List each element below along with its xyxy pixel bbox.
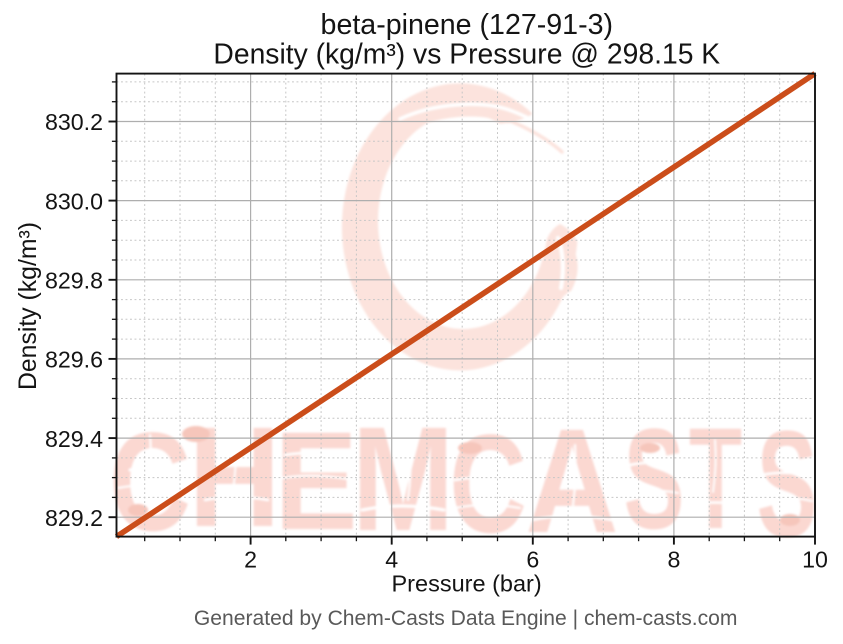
svg-text:6: 6: [526, 547, 539, 573]
svg-text:829.6: 829.6: [45, 347, 103, 373]
svg-text:M: M: [352, 396, 454, 562]
svg-text:Generated by Chem-Casts Data E: Generated by Chem-Casts Data Engine | ch…: [194, 607, 738, 630]
svg-text:8: 8: [667, 547, 680, 573]
svg-text:S: S: [757, 400, 818, 568]
svg-text:beta-pinene (127-91-3): beta-pinene (127-91-3): [321, 9, 614, 41]
svg-text:Density (kg/m³) vs Pressure @: Density (kg/m³) vs Pressure @ 298.15 K: [213, 37, 720, 69]
svg-text:4: 4: [385, 547, 398, 573]
svg-text:829.4: 829.4: [45, 426, 103, 452]
svg-text:830.0: 830.0: [45, 188, 103, 214]
svg-text:T: T: [689, 398, 742, 559]
svg-text:Pressure (bar): Pressure (bar): [392, 571, 542, 597]
svg-text:829.8: 829.8: [45, 268, 103, 294]
svg-text:E: E: [274, 403, 357, 559]
svg-text:S: S: [624, 400, 685, 559]
svg-text:Density (kg/m³): Density (kg/m³): [15, 222, 42, 390]
svg-text:829.2: 829.2: [45, 505, 103, 531]
svg-text:C: C: [449, 406, 526, 562]
svg-text:830.2: 830.2: [45, 109, 103, 135]
svg-text:A: A: [525, 399, 618, 564]
svg-text:10: 10: [802, 547, 828, 573]
svg-text:2: 2: [244, 547, 257, 573]
